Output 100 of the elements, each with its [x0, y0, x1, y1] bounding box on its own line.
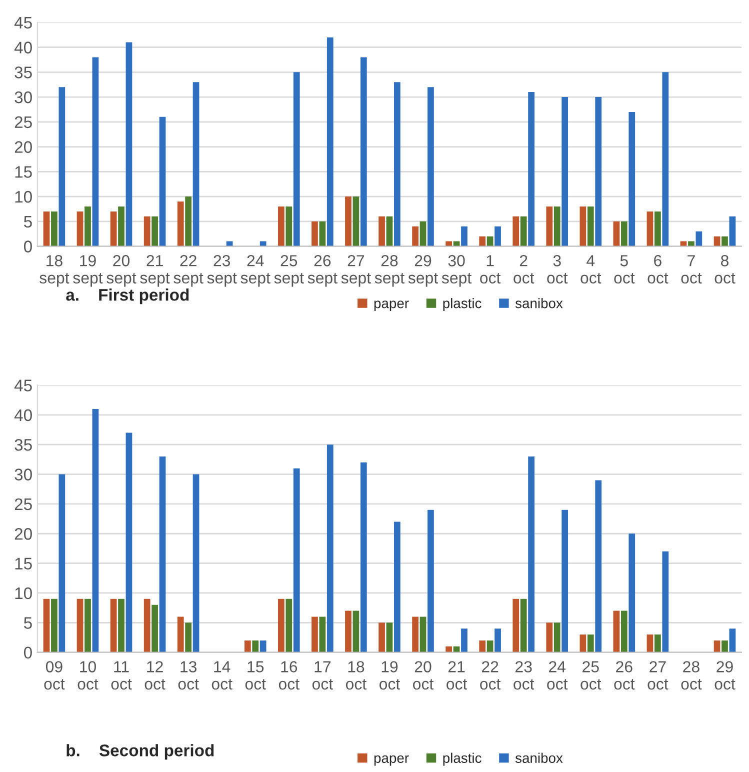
bar — [152, 216, 158, 246]
bar — [319, 616, 326, 652]
bar — [546, 622, 553, 652]
bar — [58, 87, 66, 246]
bar — [620, 221, 628, 246]
bar — [76, 598, 84, 652]
x-tick-label: 21 sept — [140, 255, 170, 287]
bar — [126, 42, 132, 246]
legend-label: plastic — [443, 752, 482, 766]
y-tick-label: 35 — [14, 438, 32, 451]
x-tick-label: 26 oct — [614, 661, 635, 690]
bar — [587, 634, 594, 652]
x-tick-label: 27 sept — [341, 255, 371, 287]
bar — [152, 604, 158, 652]
y-tick-label: 0 — [24, 240, 32, 252]
bar — [312, 616, 318, 652]
bar — [412, 226, 418, 246]
bar — [159, 116, 166, 246]
bar — [118, 206, 124, 246]
x-tick-label: 18 oct — [346, 661, 366, 690]
x-tick-label: 22 oct — [480, 661, 501, 690]
bar — [562, 97, 568, 246]
bar — [662, 72, 669, 246]
x-tick-label: 13 oct — [178, 661, 199, 690]
x-tick-label: 8 oct — [714, 255, 736, 284]
x-tick-label: 30 sept — [442, 255, 472, 287]
y-tick-label: 20 — [14, 528, 32, 540]
x-tick-label: 12 oct — [144, 661, 166, 690]
bar — [486, 640, 494, 652]
bar — [84, 206, 91, 246]
y-tick-label: 40 — [14, 42, 32, 54]
bar — [192, 82, 200, 246]
bar — [360, 462, 367, 652]
x-tick-label: 19 sept — [73, 255, 103, 287]
text: a. First period — [66, 288, 189, 304]
bar — [326, 37, 334, 246]
bar — [144, 598, 150, 652]
legend-label: sanibox — [515, 298, 563, 308]
y-tick-label: 25 — [14, 116, 32, 128]
bar — [51, 211, 58, 246]
bar — [696, 231, 702, 246]
x-tick-label: 21 oct — [446, 661, 468, 690]
x-tick-label: 26 sept — [308, 255, 338, 287]
bar — [587, 206, 594, 246]
bar — [378, 216, 385, 246]
bar — [378, 622, 385, 652]
bar — [528, 456, 534, 652]
x-tick-label: 23 sept — [207, 255, 237, 287]
legend-label: paper — [374, 300, 409, 311]
bar — [345, 610, 352, 652]
text: b. Second period — [66, 744, 214, 760]
x-tick-label: 29 sept — [408, 255, 438, 287]
bar — [360, 57, 367, 246]
bar — [562, 510, 568, 652]
bar — [546, 206, 553, 246]
bar — [428, 87, 434, 246]
bar — [646, 211, 654, 246]
x-tick-label: 16 oct — [278, 661, 300, 690]
x-tick-label: 14 oct — [212, 661, 232, 690]
bar — [394, 522, 400, 652]
bar — [729, 216, 736, 246]
x-tick-label: 23 oct — [514, 661, 534, 690]
x-tick-label: 7 oct — [681, 255, 702, 284]
bar — [428, 510, 434, 652]
bar — [654, 634, 661, 652]
bar — [714, 640, 720, 652]
bar — [595, 480, 602, 652]
bar — [512, 598, 520, 652]
x-tick-label: 17 oct — [312, 661, 333, 690]
x-tick-label: 24 oct — [547, 661, 568, 690]
bar — [662, 551, 669, 652]
x-tick-label: 24 sept — [240, 255, 270, 287]
legend-label: plastic — [443, 298, 482, 311]
bar — [159, 456, 166, 652]
bar — [646, 634, 654, 652]
bar — [494, 226, 501, 246]
y-tick-label: 15 — [15, 166, 32, 178]
bar — [126, 432, 132, 652]
y-tick-label: 30 — [14, 468, 32, 480]
x-tick-label: 3 oct — [547, 255, 568, 284]
x-tick-label: 2 oct — [514, 255, 534, 284]
bar — [494, 628, 501, 652]
y-tick-label: 40 — [14, 409, 32, 422]
bar — [84, 598, 91, 652]
bar — [278, 206, 284, 246]
y-tick-label: 45 — [14, 16, 32, 29]
bar — [613, 610, 620, 652]
x-tick-label: 27 oct — [648, 661, 668, 690]
bar — [252, 640, 259, 652]
bar — [729, 628, 736, 652]
bar — [185, 196, 192, 246]
bar — [260, 640, 266, 652]
bar — [580, 634, 586, 652]
x-tick-label: 19 oct — [380, 661, 400, 690]
bar — [554, 622, 560, 652]
bar — [628, 534, 636, 652]
bar — [244, 640, 251, 652]
bar — [412, 616, 418, 652]
x-tick-label: 22 sept — [174, 255, 204, 287]
x-tick-label: 10 oct — [78, 661, 98, 690]
